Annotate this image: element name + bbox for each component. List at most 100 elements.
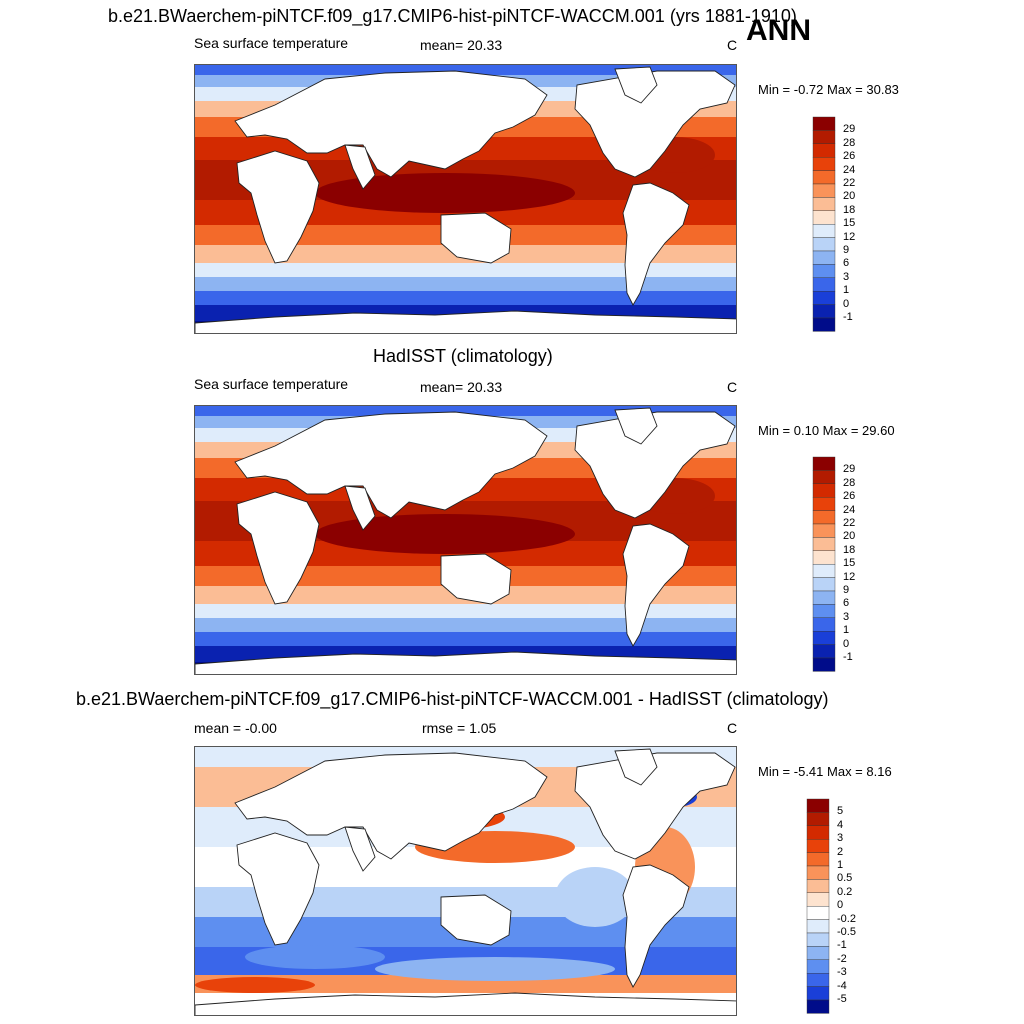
colorbar-tick-label: 2 [837,845,844,858]
land-mass [440,894,512,946]
colorbar-box [812,130,836,144]
colorbar-box [812,304,836,319]
panel-1-title: b.e21.BWaerchem-piNTCF.f09_g17.CMIP6-his… [108,6,797,26]
colorbar-box [806,986,830,1001]
colorbar-box [806,972,830,987]
colorbar-box [812,277,836,292]
colorbar-box [812,223,836,238]
colorbar-tick-label: 20 [843,190,856,203]
sst-band [195,277,736,291]
land-mass [574,411,736,519]
colorbar-box [812,264,836,278]
panel-1-variable-label: Sea surface temperature [194,35,349,51]
land-mass [622,864,690,988]
anomaly-patch [245,945,385,969]
colorbar-box [812,183,836,198]
colorbar-box [806,852,830,867]
colorbar-tick-label: 3 [843,610,850,623]
colorbar-box [812,510,836,525]
colorbar-box [812,644,836,659]
colorbar-tick-label: 24 [843,503,856,516]
panel-2-mean-label: mean= 20.33 [420,379,503,395]
colorbar-tick-label: 12 [843,570,856,583]
colorbar-box [812,143,836,158]
colorbar-tick-label: 1 [837,859,844,871]
colorbar-tick-label: 0 [843,297,850,310]
colorbar-tick-label: 28 [843,136,856,149]
panel-2-units: C [727,379,738,395]
colorbar-box [812,617,836,632]
colorbar-svg [806,798,830,1014]
land-mass [195,310,736,333]
warm-pool [315,514,575,554]
panel-1-minmax: Min = -0.72 Max = 30.83 [758,82,899,97]
colorbar-box [806,905,830,920]
land-mass [614,66,658,104]
colorbar-box [812,590,836,605]
colorbar-box [812,483,836,498]
sst-band [195,406,736,416]
colorbar-box [812,237,836,252]
colorbar-box [812,197,836,212]
colorbar-tick-label: 15 [843,217,856,230]
colorbar-tick-label: 1 [843,624,850,637]
colorbar-box [812,157,836,171]
colorbar-tick-label: 22 [843,177,856,189]
colorbar-tick-label: -5 [837,993,847,1005]
panel-3-units: C [727,720,738,736]
land-mass [344,144,376,190]
land-mass [614,407,658,445]
land-mass [236,491,320,605]
land-mass [440,553,512,605]
land-mass [614,748,658,786]
sst-band [195,604,736,618]
land-mass [236,832,320,946]
colorbar-svg [812,456,836,672]
colorbar-tick-label: -3 [837,966,847,979]
colorbar-tick-label: -1 [843,651,853,663]
colorbar-tick-label: -1 [837,939,847,952]
colorbar-box [812,250,836,265]
land-mass [344,826,376,872]
colorbar-tick-label: 3 [843,270,850,283]
colorbar-tick-label: 6 [843,257,850,270]
colorbar-box [806,825,830,840]
colorbar-box [812,290,836,305]
land-mass [195,651,736,674]
colorbar-tick-label: 0.5 [837,872,853,885]
map-svg [195,65,736,333]
land-mass [344,485,376,531]
land-mass [234,752,548,860]
colorbar-tick-label: 3 [837,832,844,845]
sst-band [195,975,736,993]
land-mass [236,150,320,264]
season-label: ANN [746,14,811,47]
colorbar-tick-label: 29 [843,463,856,476]
colorbar-tick-label: 0 [837,899,844,912]
colorbar-box [806,812,830,826]
colorbar-box [812,470,836,484]
colorbar-tick-label: 9 [843,244,850,256]
colorbar-tick-label: 26 [843,490,856,503]
land-mass [234,411,548,519]
land-mass [234,70,548,178]
colorbar-box [812,116,836,131]
panel-2-variable-label: Sea surface temperature [194,376,349,392]
colorbar-box [812,550,836,565]
sst-band [195,291,736,305]
panel-3-map [194,746,737,1016]
map-svg [195,747,736,1015]
colorbar-box [806,932,830,947]
colorbar-tick-label: 0 [843,637,850,650]
colorbar-tick-label: 28 [843,476,856,489]
warm-pool [315,173,575,213]
panel-2-minmax: Min = 0.10 Max = 29.60 [758,423,895,438]
colorbar-tick-label: 24 [843,163,856,176]
colorbar-box [806,959,830,974]
colorbar-box [812,497,836,511]
anomaly-patch [195,977,315,993]
colorbar-tick-label: 0.2 [837,885,853,898]
panel-1-mean-label: mean= 20.33 [420,37,503,53]
panel-3-rmse-label: rmse = 1.05 [422,720,497,736]
colorbar-tick-label: -0.5 [837,926,856,938]
